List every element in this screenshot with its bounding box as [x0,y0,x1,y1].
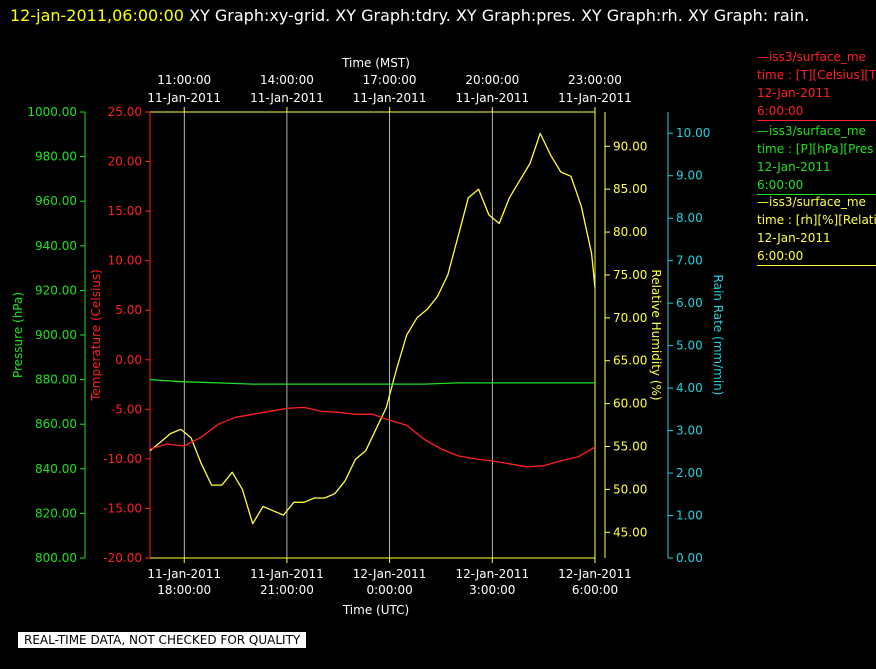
legend-humidity: —iss3/surface_me time : [rh][%][Relati 1… [757,193,876,266]
humidity-tick-label: 70.00 [613,311,647,325]
legend-temperature-var: time : [T][Celsius][T [757,68,876,82]
rain-tick-label: 2.00 [676,466,703,480]
legend-humidity-date: 12-Jan-2011 [757,231,831,245]
temperature-axis-title: Temperature (Celsius) [89,269,103,402]
humidity-series-line [149,132,596,525]
pressure-tick-label: 980.00 [35,150,77,164]
humidity-tick-label: 65.00 [613,354,647,368]
title-date: 12-jan-2011,06:00:00 [10,6,184,25]
temperature-tick-label: 15.00 [108,204,142,218]
rain-tick-label: 0.00 [676,551,703,565]
series-lines [149,132,596,525]
x-tick-label-time: 0:00:00 [366,583,412,597]
x-top-tick-label-time: 14:00:00 [260,73,314,87]
humidity-tick-label: 75.00 [613,268,647,282]
rain-tick-label: 1.00 [676,509,703,523]
x-top-tick-label-date: 11-Jan-2011 [147,91,221,105]
humidity-tick-label: 80.00 [613,225,647,239]
x-tick-label-date: 11-Jan-2011 [250,567,324,581]
x-top-tick-label-date: 11-Jan-2011 [353,91,427,105]
pressure-tick-label: 900.00 [35,328,77,342]
title-graph-list: XY Graph:xy-grid. XY Graph:tdry. XY Grap… [189,6,810,25]
pressure-tick-label: 940.00 [35,239,77,253]
legend-pressure-source: —iss3/surface_me [757,124,866,138]
humidity-tick-label: 55.00 [613,440,647,454]
rain-tick-label: 5.00 [676,339,703,353]
temperature-series-line [149,406,596,468]
humidity-tick-label: 90.00 [613,139,647,153]
temperature-tick-label: 25.00 [108,105,142,119]
temperature-tick-label: 20.00 [108,155,142,169]
pressure-series-line [149,378,595,385]
x-tick-label-date: 12-Jan-2011 [558,567,632,581]
x-tick-label-date: 11-Jan-2011 [147,567,221,581]
pressure-tick-label: 880.00 [35,373,77,387]
x-tick-label-time: 3:00:00 [469,583,515,597]
quality-notice: REAL-TIME DATA, NOT CHECKED FOR QUALITY [18,632,307,648]
humidity-tick-label: 50.00 [613,482,647,496]
pressure-tick-label: 800.00 [35,551,77,565]
x-top-tick-label-time: 17:00:00 [363,73,417,87]
humidity-tick-label: 45.00 [613,525,647,539]
vertical-grid [183,112,493,558]
pressure-tick-label: 920.00 [35,283,77,297]
legend-temperature: —iss3/surface_me time : [T][Celsius][T 1… [757,48,876,121]
x-tick-label-date: 12-Jan-2011 [455,567,529,581]
rain-tick-label: 3.00 [676,424,703,438]
pressure-axis-title: Pressure (hPa) [11,292,25,378]
legend-pressure-date: 12-Jan-2011 [757,160,831,174]
legend-humidity-source: —iss3/surface_me [757,195,866,209]
legend-pressure-var: time : [P][hPa][Pres [757,142,874,156]
humidity-axis-title: Relative Humidity (%) [649,269,663,400]
x-top-tick-label-time: 20:00:00 [465,73,519,87]
top-axis-label: Time (MST) [341,56,410,70]
x-top-tick-label-date: 11-Jan-2011 [455,91,529,105]
x-tick-label-time: 21:00:00 [260,583,314,597]
bottom-axis-label: Time (UTC) [342,603,409,617]
legend-humidity-time: 6:00:00 [757,247,876,266]
temperature-tick-label: -5.00 [111,402,142,416]
rain-tick-label: 6.00 [676,296,703,310]
legend-pressure: —iss3/surface_me time : [P][hPa][Pres 12… [757,122,876,195]
legend-temperature-date: 12-Jan-2011 [757,86,831,100]
legend-pressure-time: 6:00:00 [757,176,876,195]
humidity-tick-label: 60.00 [613,397,647,411]
x-top-tick-label-date: 11-Jan-2011 [558,91,632,105]
rain-tick-label: 7.00 [676,254,703,268]
temperature-tick-label: 0.00 [115,353,142,367]
pressure-tick-label: 840.00 [35,462,77,476]
x-tick-label-time: 18:00:00 [157,583,211,597]
temperature-tick-label: -10.00 [103,452,142,466]
pressure-tick-label: 960.00 [35,194,77,208]
axes: 11-Jan-2011 18:00:00 11-Jan-2011 21:00:00 12… [11,73,725,597]
x-top-tick-label-time: 11:00:00 [157,73,211,87]
legend-humidity-var: time : [rh][%][Relati [757,213,876,227]
plot-frame [149,111,596,559]
pressure-tick-label: 1000.00 [27,105,77,119]
x-tick-label-date: 12-Jan-2011 [353,567,427,581]
temperature-tick-label: -15.00 [103,501,142,515]
pressure-tick-label: 820.00 [35,506,77,520]
rain-tick-label: 8.00 [676,211,703,225]
rain-tick-label: 9.00 [676,169,703,183]
temperature-tick-label: 10.00 [108,254,142,268]
rain-tick-label: 10.00 [676,126,710,140]
x-tick-label-time: 6:00:00 [572,583,618,597]
temperature-tick-label: 5.00 [115,303,142,317]
humidity-tick-label: 85.00 [613,182,647,196]
legend-temperature-source: —iss3/surface_me [757,50,866,64]
temperature-tick-label: -20.00 [103,551,142,565]
rain-tick-label: 4.00 [676,381,703,395]
legend-temperature-time: 6:00:00 [757,102,876,121]
graph-title: 12-jan-2011,06:00:00 XY Graph:xy-grid. X… [10,2,860,29]
x-top-tick-label-time: 23:00:00 [568,73,622,87]
x-top-tick-label-date: 11-Jan-2011 [250,91,324,105]
rain-axis-title: Rain Rate (mm/min) [711,275,725,396]
pressure-tick-label: 860.00 [35,417,77,431]
